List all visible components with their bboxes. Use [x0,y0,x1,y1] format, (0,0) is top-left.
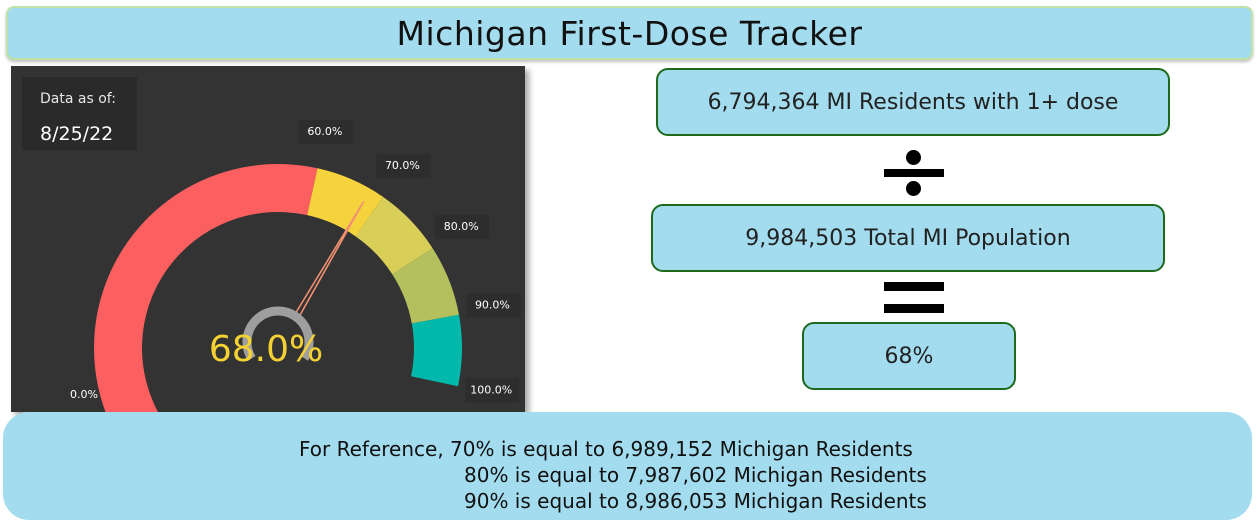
gauge-band-4 [411,314,463,387]
reference-panel: For Reference, 70% is equal to 6,989,152… [3,412,1252,520]
data-date-value: 8/25/22 [40,123,114,145]
gauge-panel: 0.0% 60.0% 70.0% 80.0% 90.0% 100.0% 68.0% Dat… [11,66,525,412]
divide-icon [884,150,944,196]
reference-line-90: 90% is equal to 8,986,053 Michigan Resid… [464,489,927,513]
tick-label-bg [466,293,521,318]
data-date-label: Data as of: [40,91,116,107]
tick-label: 80.0% [444,220,479,233]
tick-label-bg [376,153,431,178]
numerator-box: 6,794,364 MI Residents with 1+ dose [656,68,1170,136]
tick-label-bg [435,214,490,239]
tick-label: 100.0% [470,383,512,396]
gauge-chart: 0.0% 60.0% 70.0% 80.0% 90.0% 100.0% 68.0% [70,120,521,412]
equals-icon [884,282,944,314]
tick-label: 60.0% [307,125,342,138]
tick-label-bg [298,120,353,145]
tick-label: 90.0% [475,299,510,312]
tick-label-bg [465,378,520,403]
denominator-text: 9,984,503 Total MI Population [745,225,1071,251]
data-date-card: Data as of: 8/25/22 [22,77,137,150]
reference-line-70: For Reference, 70% is equal to 6,989,152… [299,437,913,461]
gauge-band-3 [392,248,459,324]
numerator-text: 6,794,364 MI Residents with 1+ dose [707,89,1119,115]
tick-label: 0.0% [70,388,98,401]
result-text: 68% [884,343,934,369]
gauge-band-1 [307,168,384,237]
denominator-box: 9,984,503 Total MI Population [651,204,1165,272]
gauge-hub [242,306,314,361]
gauge-value: 68.0% [209,329,323,370]
tick-label: 70.0% [385,159,420,172]
gauge-band-0 [94,164,318,412]
gauge-band-2 [355,196,433,275]
page-title: Michigan First-Dose Tracker [6,6,1253,60]
result-box: 68% [802,322,1016,390]
reference-line-80: 80% is equal to 7,987,602 Michigan Resid… [464,463,927,487]
